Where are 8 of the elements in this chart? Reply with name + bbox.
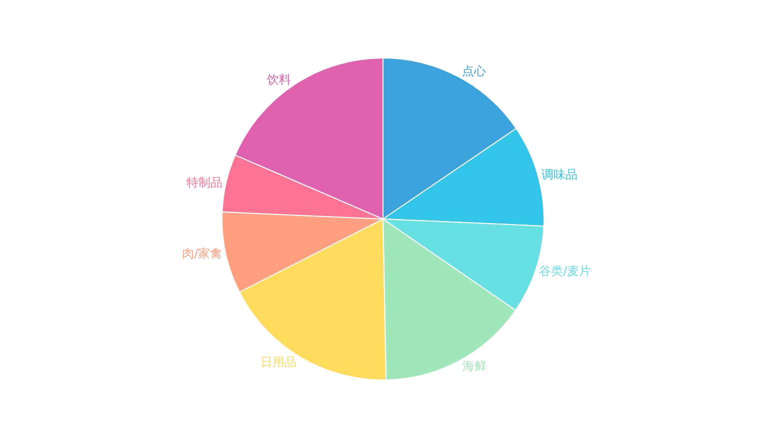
slice-label: 肉/家禽 [182, 246, 222, 260]
slice-label: 调味品 [541, 168, 578, 182]
slice-label: 谷类/麦片 [539, 264, 592, 278]
slice-label: 海鲜 [462, 359, 487, 374]
slice-label: 日用品 [260, 355, 297, 370]
slice-label: 饮料 [266, 72, 292, 87]
slice-label: 特制品 [186, 176, 223, 190]
slice-label: 点心 [462, 64, 486, 78]
